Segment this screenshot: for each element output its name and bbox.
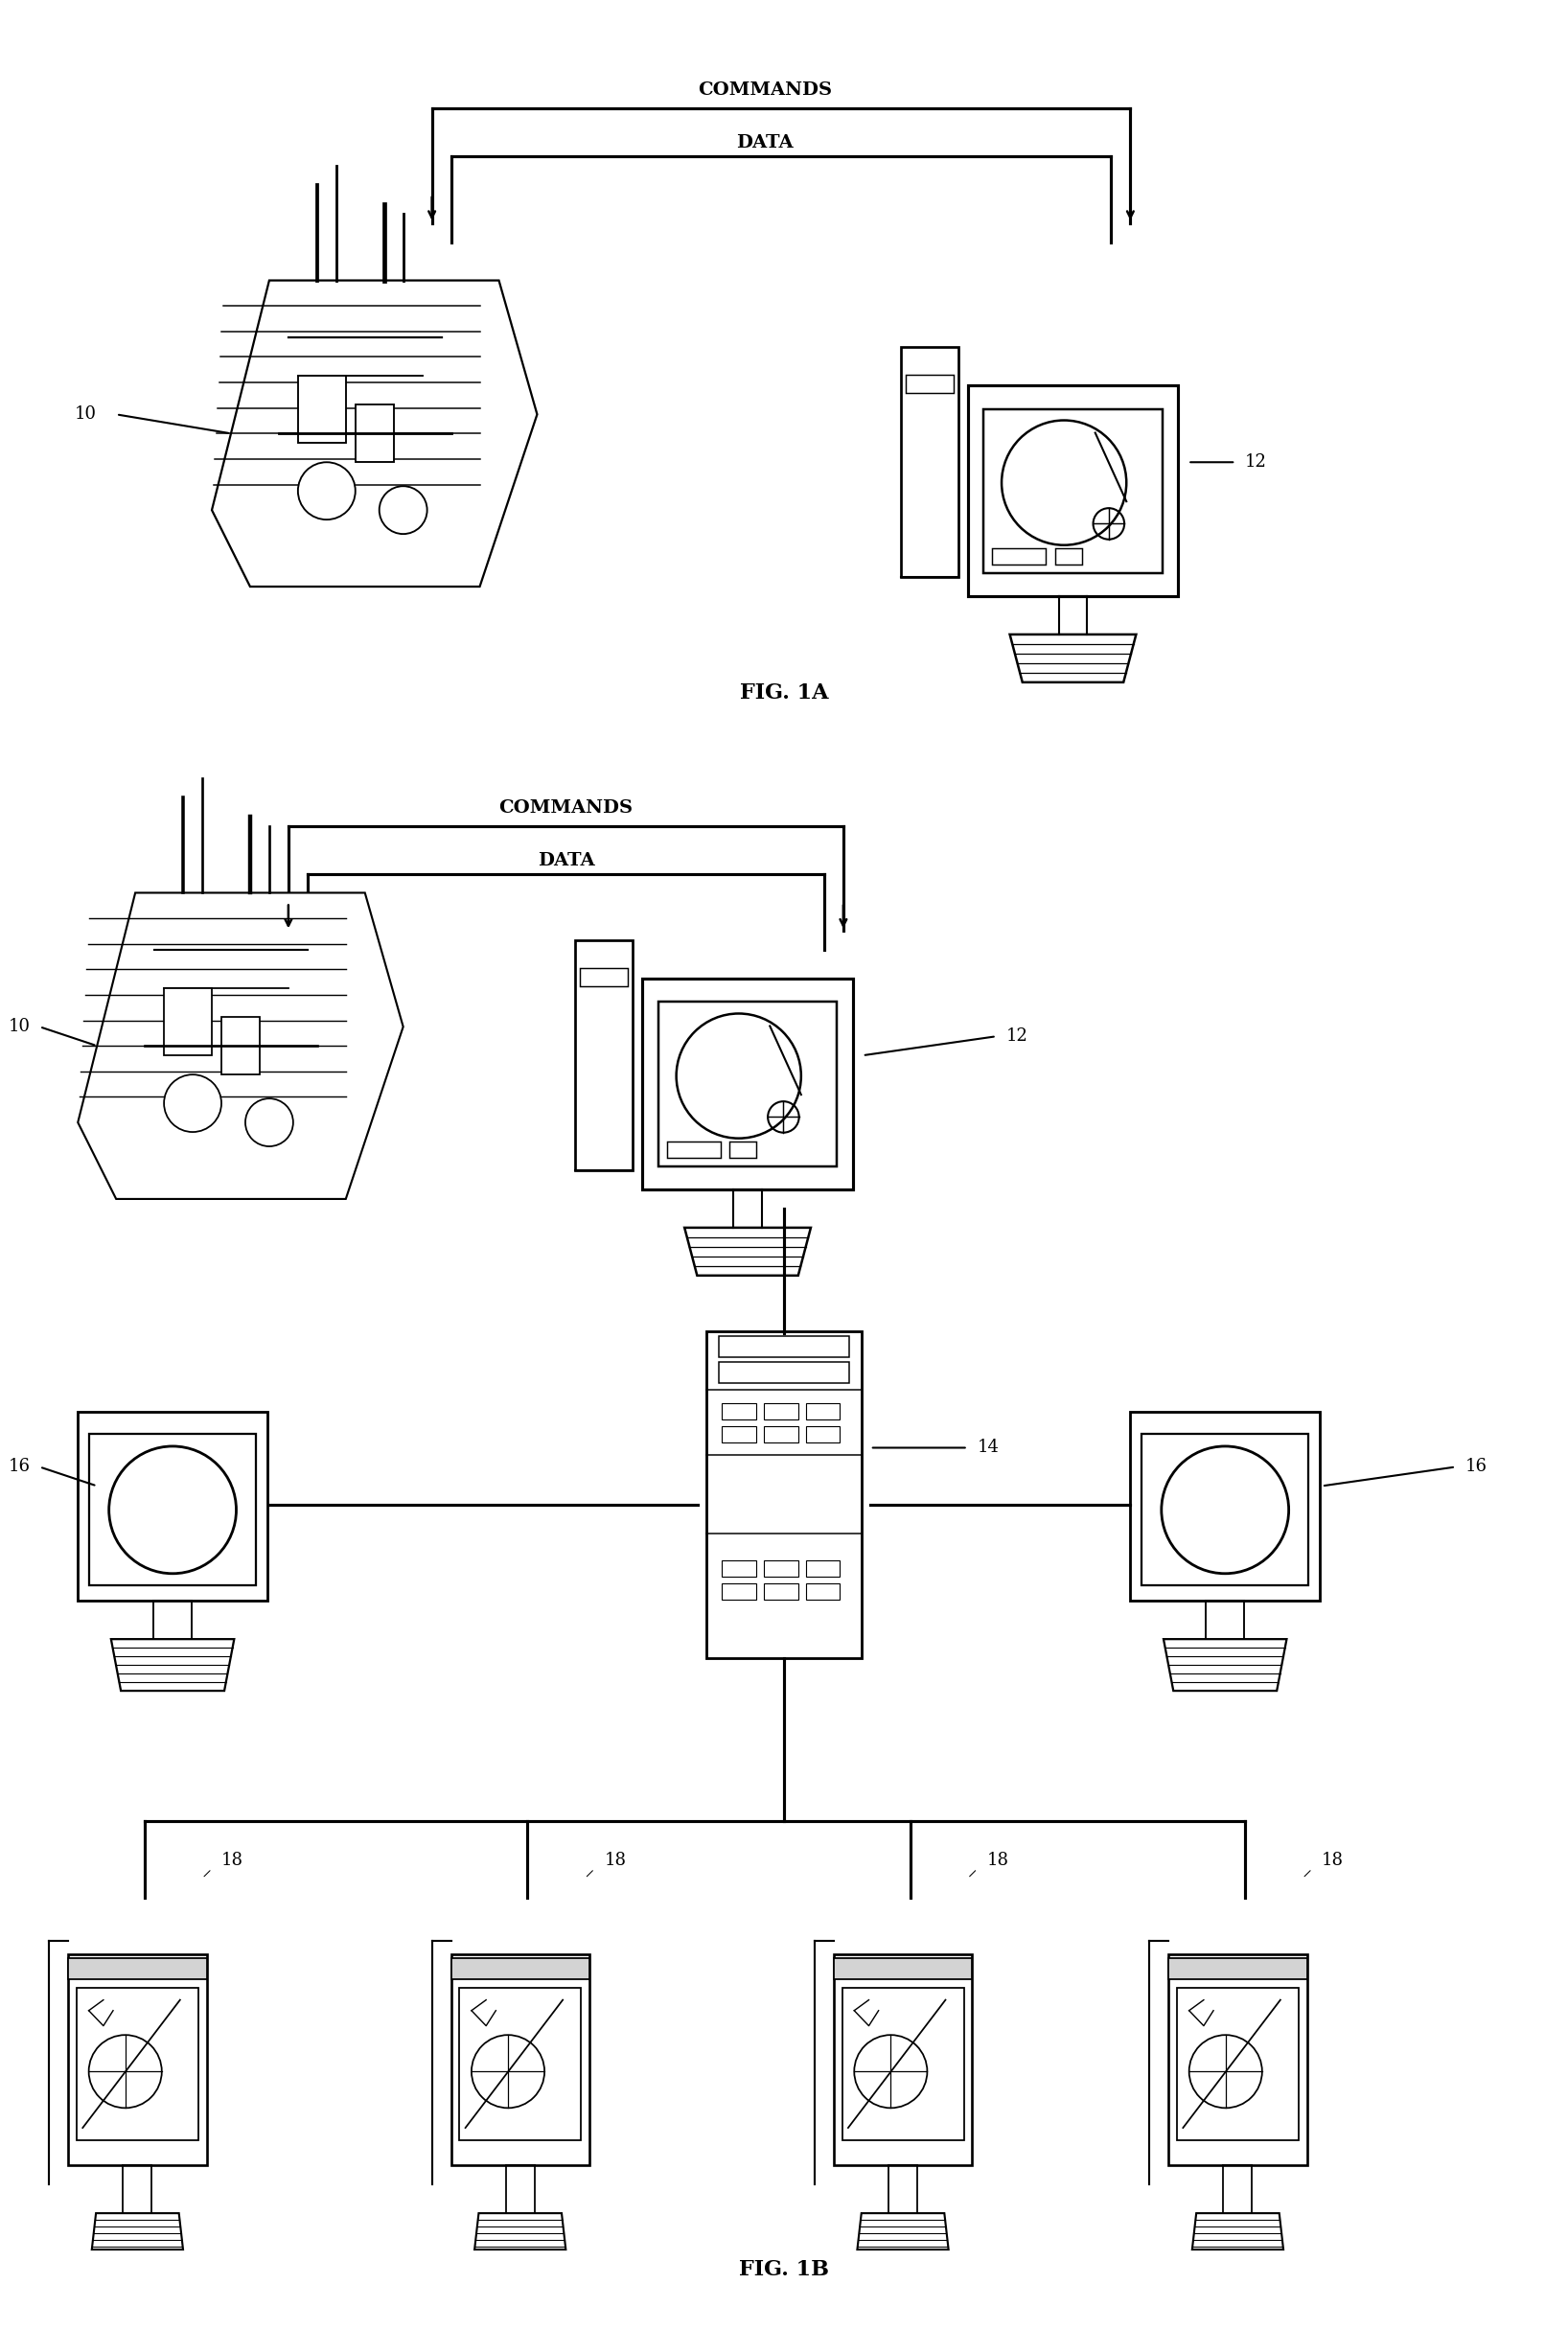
Polygon shape	[78, 892, 403, 1200]
Bar	[721, 1403, 756, 1419]
Polygon shape	[685, 1228, 811, 1275]
Polygon shape	[111, 1638, 234, 1692]
Bar	[764, 1403, 798, 1419]
Bar	[806, 1403, 840, 1419]
Polygon shape	[212, 280, 538, 587]
Circle shape	[245, 1097, 293, 1146]
Bar	[77, 1987, 198, 2139]
Polygon shape	[1192, 2214, 1283, 2248]
Text: COMMANDS: COMMANDS	[499, 799, 633, 815]
Bar	[842, 1987, 964, 2139]
Text: 10: 10	[75, 405, 97, 424]
Bar	[983, 408, 1162, 573]
Bar	[834, 1957, 972, 1978]
Text: FIG. 1A: FIG. 1A	[740, 683, 828, 704]
Circle shape	[379, 487, 426, 534]
Bar	[78, 1412, 267, 1601]
Text: DATA: DATA	[737, 135, 793, 151]
Bar	[806, 1582, 840, 1598]
Bar	[221, 1018, 260, 1074]
Bar	[905, 375, 953, 394]
Circle shape	[298, 461, 356, 520]
Polygon shape	[475, 2214, 566, 2248]
Bar	[806, 1426, 840, 1442]
Bar	[575, 941, 633, 1170]
Bar	[993, 548, 1046, 564]
Bar	[806, 1561, 840, 1577]
Bar	[764, 1582, 798, 1598]
Bar	[718, 1335, 850, 1356]
Text: 10: 10	[8, 1018, 30, 1035]
Bar	[718, 1363, 850, 1384]
Bar	[643, 979, 853, 1188]
Bar	[721, 1426, 756, 1442]
Bar	[1168, 1955, 1306, 2165]
Bar	[721, 1561, 756, 1577]
Bar	[721, 1582, 756, 1598]
Text: 12: 12	[1007, 1028, 1029, 1044]
Bar	[1178, 1987, 1298, 2139]
Text: DATA: DATA	[538, 850, 594, 869]
Bar	[459, 1987, 582, 2139]
Text: 14: 14	[977, 1440, 999, 1456]
Bar	[666, 1142, 721, 1158]
Bar	[89, 1435, 256, 1587]
Bar	[764, 1426, 798, 1442]
Polygon shape	[858, 2214, 949, 2248]
Bar	[1131, 1412, 1320, 1601]
Text: 16: 16	[1465, 1459, 1488, 1475]
Text: 18: 18	[604, 1852, 626, 1869]
Bar	[452, 1957, 590, 1978]
Bar	[298, 375, 347, 443]
Bar	[1142, 1435, 1308, 1587]
Text: 18: 18	[1322, 1852, 1344, 1869]
Text: 18: 18	[221, 1852, 243, 1869]
Text: 18: 18	[986, 1852, 1008, 1869]
Text: 16: 16	[8, 1459, 30, 1475]
Bar	[165, 988, 212, 1055]
Bar	[834, 1955, 972, 2165]
Bar	[69, 1957, 207, 1978]
Polygon shape	[93, 2214, 183, 2248]
Text: COMMANDS: COMMANDS	[698, 82, 833, 98]
Bar	[452, 1955, 590, 2165]
Bar	[729, 1142, 757, 1158]
Bar	[900, 347, 958, 578]
Polygon shape	[1163, 1638, 1287, 1692]
Bar	[764, 1561, 798, 1577]
Bar	[580, 969, 629, 986]
Bar	[707, 1330, 861, 1659]
Circle shape	[165, 1074, 221, 1132]
Polygon shape	[1010, 634, 1137, 683]
Bar	[1168, 1957, 1306, 1978]
Text: FIG. 1B: FIG. 1B	[739, 2260, 829, 2281]
Bar	[967, 387, 1178, 596]
Text: 12: 12	[1245, 454, 1267, 471]
Bar	[69, 1955, 207, 2165]
Bar	[1055, 548, 1082, 564]
Bar	[659, 1002, 837, 1167]
Bar	[356, 405, 394, 461]
